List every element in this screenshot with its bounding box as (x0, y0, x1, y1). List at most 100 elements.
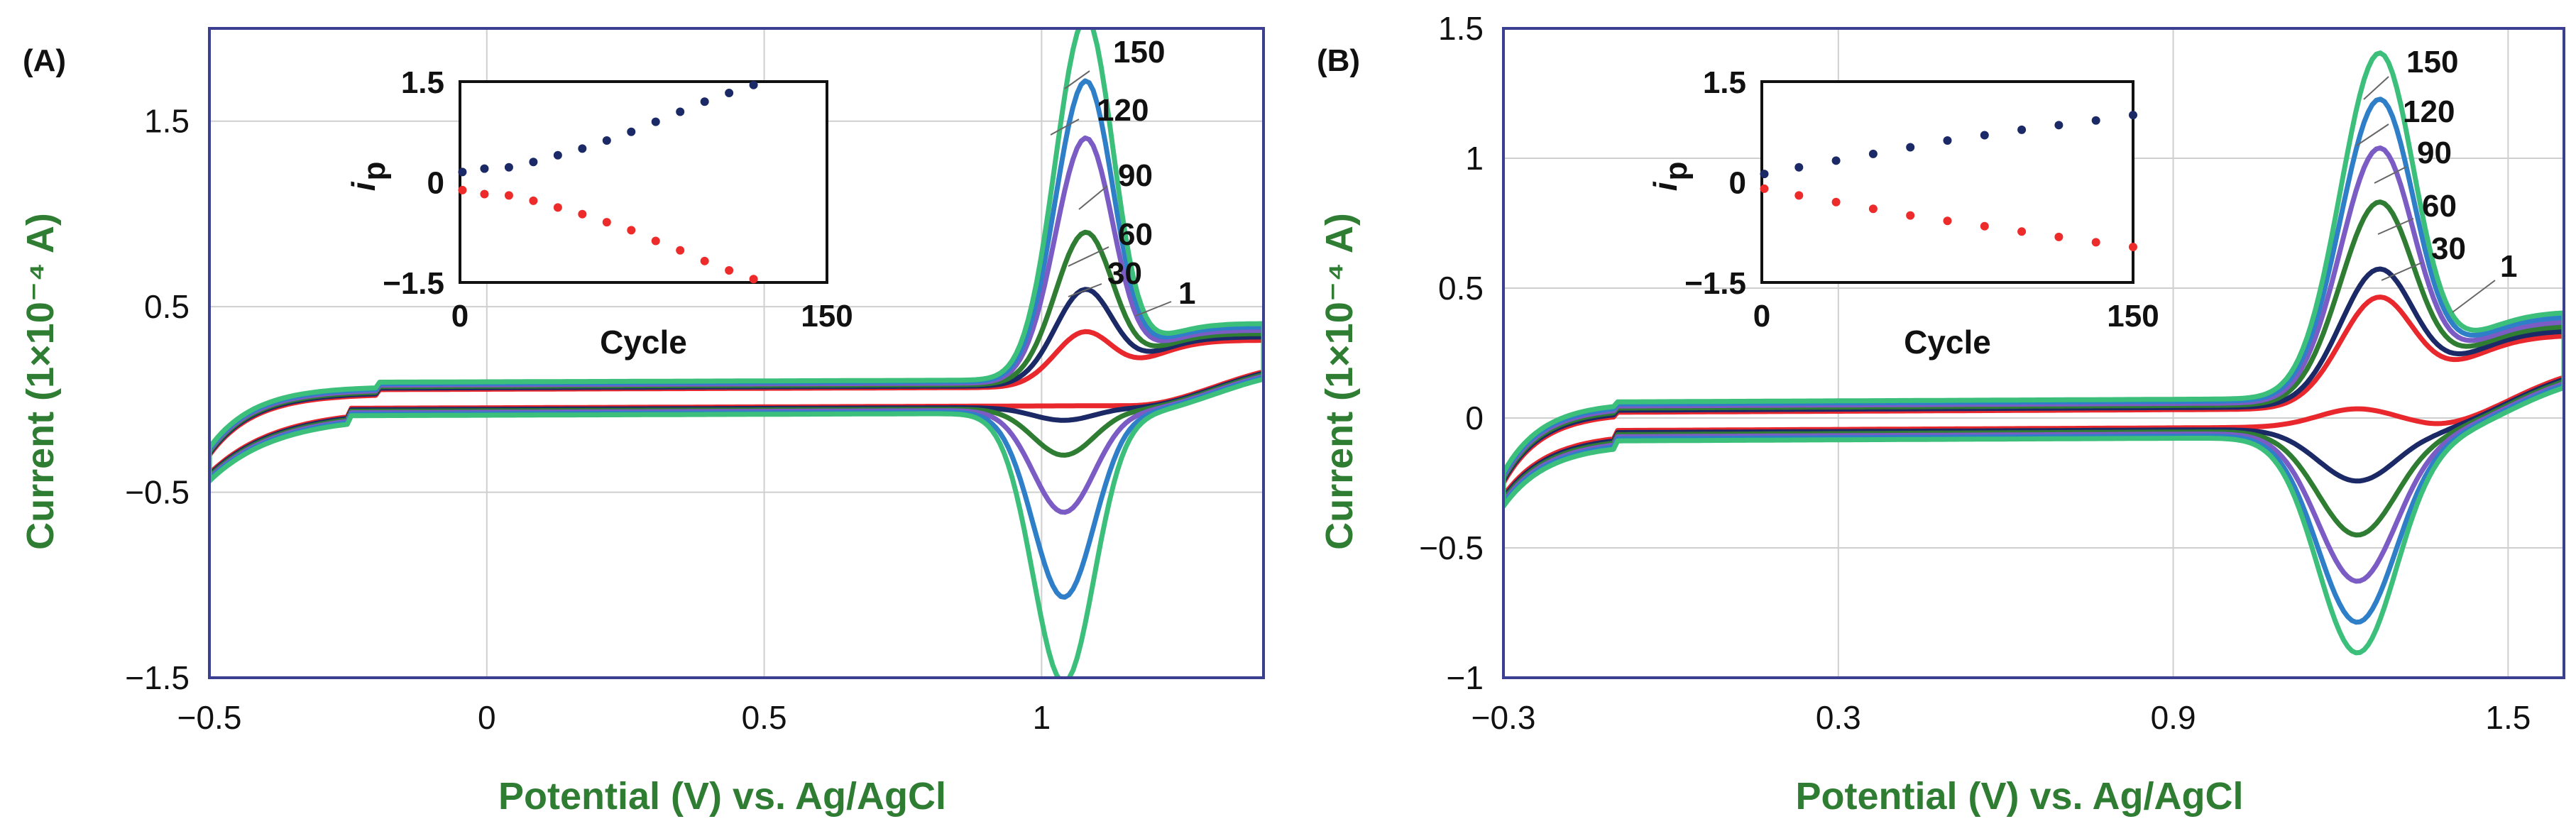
x-tick-label: 0.9 (2151, 699, 2196, 736)
inset-anodic-point (602, 136, 611, 145)
inset-anodic-point (2017, 125, 2027, 134)
y-tick-label: −0.5 (1419, 529, 1484, 566)
x-tick-label: 0.5 (742, 699, 787, 736)
inset-cathodic-point (1760, 184, 1769, 193)
inset-x-tick-label: 150 (801, 299, 853, 334)
curve-label-150: 150 (1113, 35, 1165, 70)
y-axis-label: Current (1×10⁻⁴ A) (1318, 213, 1361, 550)
inset-x-axis-label: Cycle (600, 324, 687, 361)
label-leader-line (1135, 301, 1172, 317)
inset-cathodic-point (578, 209, 587, 219)
inset-cathodic-point (627, 226, 636, 235)
label-leader-line (2452, 280, 2496, 313)
inset-y-tick-label: 0 (427, 166, 444, 201)
cv-curve-30 (1503, 266, 2564, 501)
inset-x-tick-label: 150 (2107, 299, 2159, 334)
inset-y-label-sub: p (1659, 162, 1694, 181)
x-tick-label: −0.3 (1471, 699, 1536, 736)
curve-label-120: 120 (2403, 94, 2455, 129)
inset-y-axis-label: ip (1647, 162, 1694, 192)
inset-anodic-point (458, 167, 467, 177)
x-tick-label: −0.5 (177, 699, 242, 736)
inset-anodic-point (2054, 121, 2063, 130)
cv-curve-150 (209, 28, 1264, 678)
inset-cathodic-point (2017, 227, 2027, 236)
inset-y-tick-label: −1.5 (383, 266, 444, 301)
y-tick-label: 1.5 (1438, 10, 1484, 47)
y-tick-label: 0 (1465, 400, 1484, 436)
inset-x-axis-label: Cycle (1904, 324, 1991, 361)
inset-cathodic-point (700, 256, 709, 265)
label-leader-line (1068, 283, 1102, 297)
inset-cathodic-point (504, 191, 513, 200)
y-tick-label: 1 (1465, 140, 1484, 177)
label-leader-line (2356, 123, 2389, 146)
inset-anodic-point (1868, 149, 1878, 158)
inset-cathodic-point (1943, 216, 1952, 226)
inset-anodic-point (651, 117, 660, 126)
inset-anodic-point (749, 80, 758, 89)
inset-anodic-point (480, 164, 489, 173)
label-leader-line (1050, 119, 1080, 136)
inset-cathodic-point (651, 236, 660, 246)
inset-anodic-point (676, 107, 685, 116)
inset-cathodic-point (458, 185, 467, 194)
x-tick-label: 0 (478, 699, 496, 736)
curve-label-60: 60 (2422, 189, 2457, 224)
inset-anodic-point (700, 97, 709, 106)
inset-y-tick-label: 1.5 (1703, 65, 1746, 100)
inset-anodic-point (2091, 116, 2100, 125)
inset-cathodic-point (1906, 211, 1915, 220)
inset-y-label-main: i (1647, 181, 1684, 191)
x-tick-label: 1 (1033, 699, 1051, 736)
inset-cathodic-point (2054, 232, 2063, 241)
inset-frame (1760, 80, 2134, 284)
inset-anodic-point (504, 163, 513, 172)
y-tick-label: −0.5 (125, 474, 190, 511)
label-leader-line (1064, 70, 1090, 89)
y-tick-label: 1.5 (144, 103, 190, 140)
inset-cathodic-point (1868, 204, 1878, 214)
inset-cathodic-point (1980, 221, 1989, 231)
inset-cathodic-point (480, 189, 489, 199)
label-leader-line (1068, 246, 1109, 267)
inset-y-tick-label: 1.5 (401, 65, 444, 100)
inset-frame (459, 80, 828, 284)
inset-anodic-point (578, 144, 587, 153)
curve-label-60: 60 (1118, 217, 1153, 252)
y-tick-label: −1 (1447, 659, 1484, 696)
inset-anodic-point (1831, 156, 1841, 165)
inset-cathodic-point (676, 246, 685, 255)
y-axis-label: Current (1×10⁻⁴ A) (19, 213, 62, 550)
inset-cathodic-point (553, 203, 562, 212)
y-tick-label: 0.5 (144, 288, 190, 325)
inset-cathodic-point (749, 275, 758, 284)
curve-label-150: 150 (2406, 45, 2458, 79)
inset-cathodic-point (725, 266, 734, 275)
curve-label-90: 90 (2417, 136, 2452, 170)
inset-cathodic-point (2091, 238, 2100, 247)
curve-label-30: 30 (1107, 256, 1142, 291)
inset-cathodic-point (2129, 243, 2137, 252)
curve-label-90: 90 (1118, 158, 1153, 193)
curve-label-30: 30 (2431, 231, 2466, 266)
inset-cathodic-point (602, 218, 611, 227)
label-leader-line (2374, 166, 2407, 184)
label-leader-line (2363, 76, 2389, 100)
x-tick-label: 0.3 (1816, 699, 1861, 736)
curve-label-1: 1 (2500, 249, 2517, 284)
label-leader-line (2381, 262, 2423, 281)
y-tick-label: 0.5 (1438, 270, 1484, 307)
inset-anodic-point (725, 89, 734, 98)
label-leader-line (1078, 185, 1108, 210)
inset-anodic-point (1980, 131, 1989, 140)
y-tick-label: −1.5 (125, 659, 190, 696)
inset-y-tick-label: 0 (1729, 166, 1746, 201)
inset-y-label-main: i (345, 181, 382, 191)
x-axis-label: Potential (V) vs. Ag/AgCl (1795, 775, 2243, 818)
panel-b: −0.3 0.3 0.9 1.5 −1 −0.5 0 0.5 1 1.5 Potential (V)… (1317, 10, 2565, 818)
